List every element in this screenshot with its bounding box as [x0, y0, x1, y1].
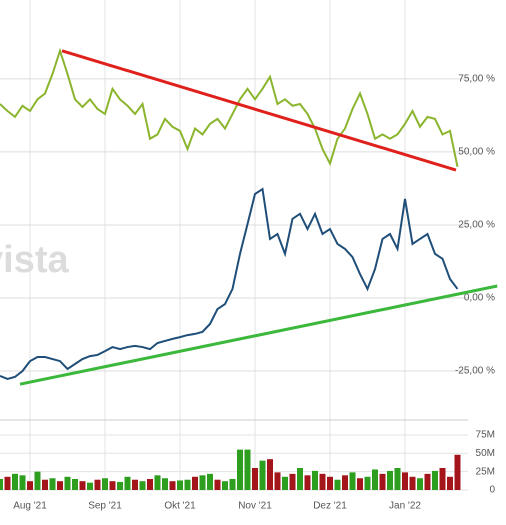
y-tick-label: 50M: [476, 448, 495, 459]
volume-bar: [154, 475, 161, 490]
volume-bar: [64, 476, 71, 490]
volume-bar: [57, 481, 63, 490]
volume-bar: [319, 473, 326, 490]
price-line: [0, 187, 459, 380]
y-tick-label: 75M: [476, 430, 495, 441]
x-tick-label: Dez '21: [313, 501, 347, 512]
watermark: vista: [0, 239, 69, 281]
volume-bar: [12, 473, 18, 490]
x-tick-label: Nov '21: [238, 501, 272, 512]
volume-bar: [349, 472, 356, 490]
volume-bar: [162, 478, 168, 490]
volume-bar: [132, 479, 138, 490]
volume-bar: [117, 481, 123, 490]
volume-bar: [282, 476, 288, 490]
y-tick-label: 25,00 %: [458, 220, 495, 231]
x-tick-label: Aug '21: [13, 501, 47, 512]
volume-bar: [417, 478, 423, 490]
volume-bar: [267, 459, 273, 490]
volume-bar: [34, 471, 41, 490]
x-tick-label: Sep '21: [88, 501, 122, 512]
volume-bar: [447, 476, 453, 490]
volume-bar: [432, 470, 438, 490]
volume-bar: [439, 467, 446, 490]
volume-bar: [94, 479, 101, 490]
volume-bar: [199, 475, 206, 490]
volume-bar: [409, 476, 416, 490]
x-tick-label: Okt '21: [164, 501, 196, 512]
volume-bar: [169, 481, 176, 490]
y-tick-label: -25,00 %: [455, 366, 495, 377]
volume-bar: [49, 478, 56, 490]
volume-bar: [304, 475, 311, 490]
volume-bar: [364, 476, 371, 490]
trend-line: [19, 284, 498, 386]
volume-bar: [147, 478, 153, 490]
volume-bar: [102, 478, 108, 490]
volume-bar: [312, 470, 318, 490]
x-tick-label: Jan '22: [389, 501, 421, 512]
y-tick-label: 25M: [476, 466, 495, 477]
volume-bar: [289, 473, 296, 490]
volume-bar: [357, 478, 363, 490]
volume-bar: [237, 449, 243, 490]
volume-bar: [334, 479, 341, 490]
volume-bar: [87, 482, 93, 490]
volume-bar: [0, 478, 3, 490]
price-line: [0, 47, 459, 168]
volume-bar: [379, 473, 386, 490]
volume-bar: [214, 479, 221, 490]
volume-bar: [229, 478, 236, 490]
volume-bar: [394, 467, 401, 490]
volume-bar: [259, 460, 266, 490]
volume-bar: [124, 476, 131, 490]
y-tick-label: 75,00 %: [458, 74, 495, 85]
volume-bar: [177, 480, 183, 490]
volume-bar: [424, 473, 431, 490]
y-tick-label: 0,00 %: [464, 293, 495, 304]
volume-bar: [454, 454, 461, 490]
y-tick-label: 0: [489, 485, 495, 496]
volume-bar: [27, 481, 33, 490]
volume-bar: [342, 475, 348, 490]
volume-bar: [4, 476, 11, 490]
y-tick-label: 50,00 %: [458, 147, 495, 158]
volume-bar: [372, 469, 378, 490]
volume-bar: [297, 467, 303, 490]
volume-bar: [252, 467, 258, 490]
volume-bar: [402, 472, 408, 490]
volume-bar: [327, 476, 333, 490]
volume-bar: [109, 481, 116, 490]
volume-bar: [192, 476, 198, 490]
volume-bar: [139, 481, 146, 490]
volume-bar: [207, 473, 213, 490]
volume-bar: [184, 479, 191, 490]
volume-bar: [19, 475, 26, 490]
volume-bar: [274, 472, 281, 490]
volume-bar: [72, 478, 78, 490]
volume-bar: [387, 470, 393, 490]
volume-bar: [42, 479, 48, 490]
volume-bar: [79, 481, 86, 490]
volume-bar: [244, 449, 251, 490]
volume-bar: [222, 481, 228, 490]
trend-line: [61, 49, 457, 172]
